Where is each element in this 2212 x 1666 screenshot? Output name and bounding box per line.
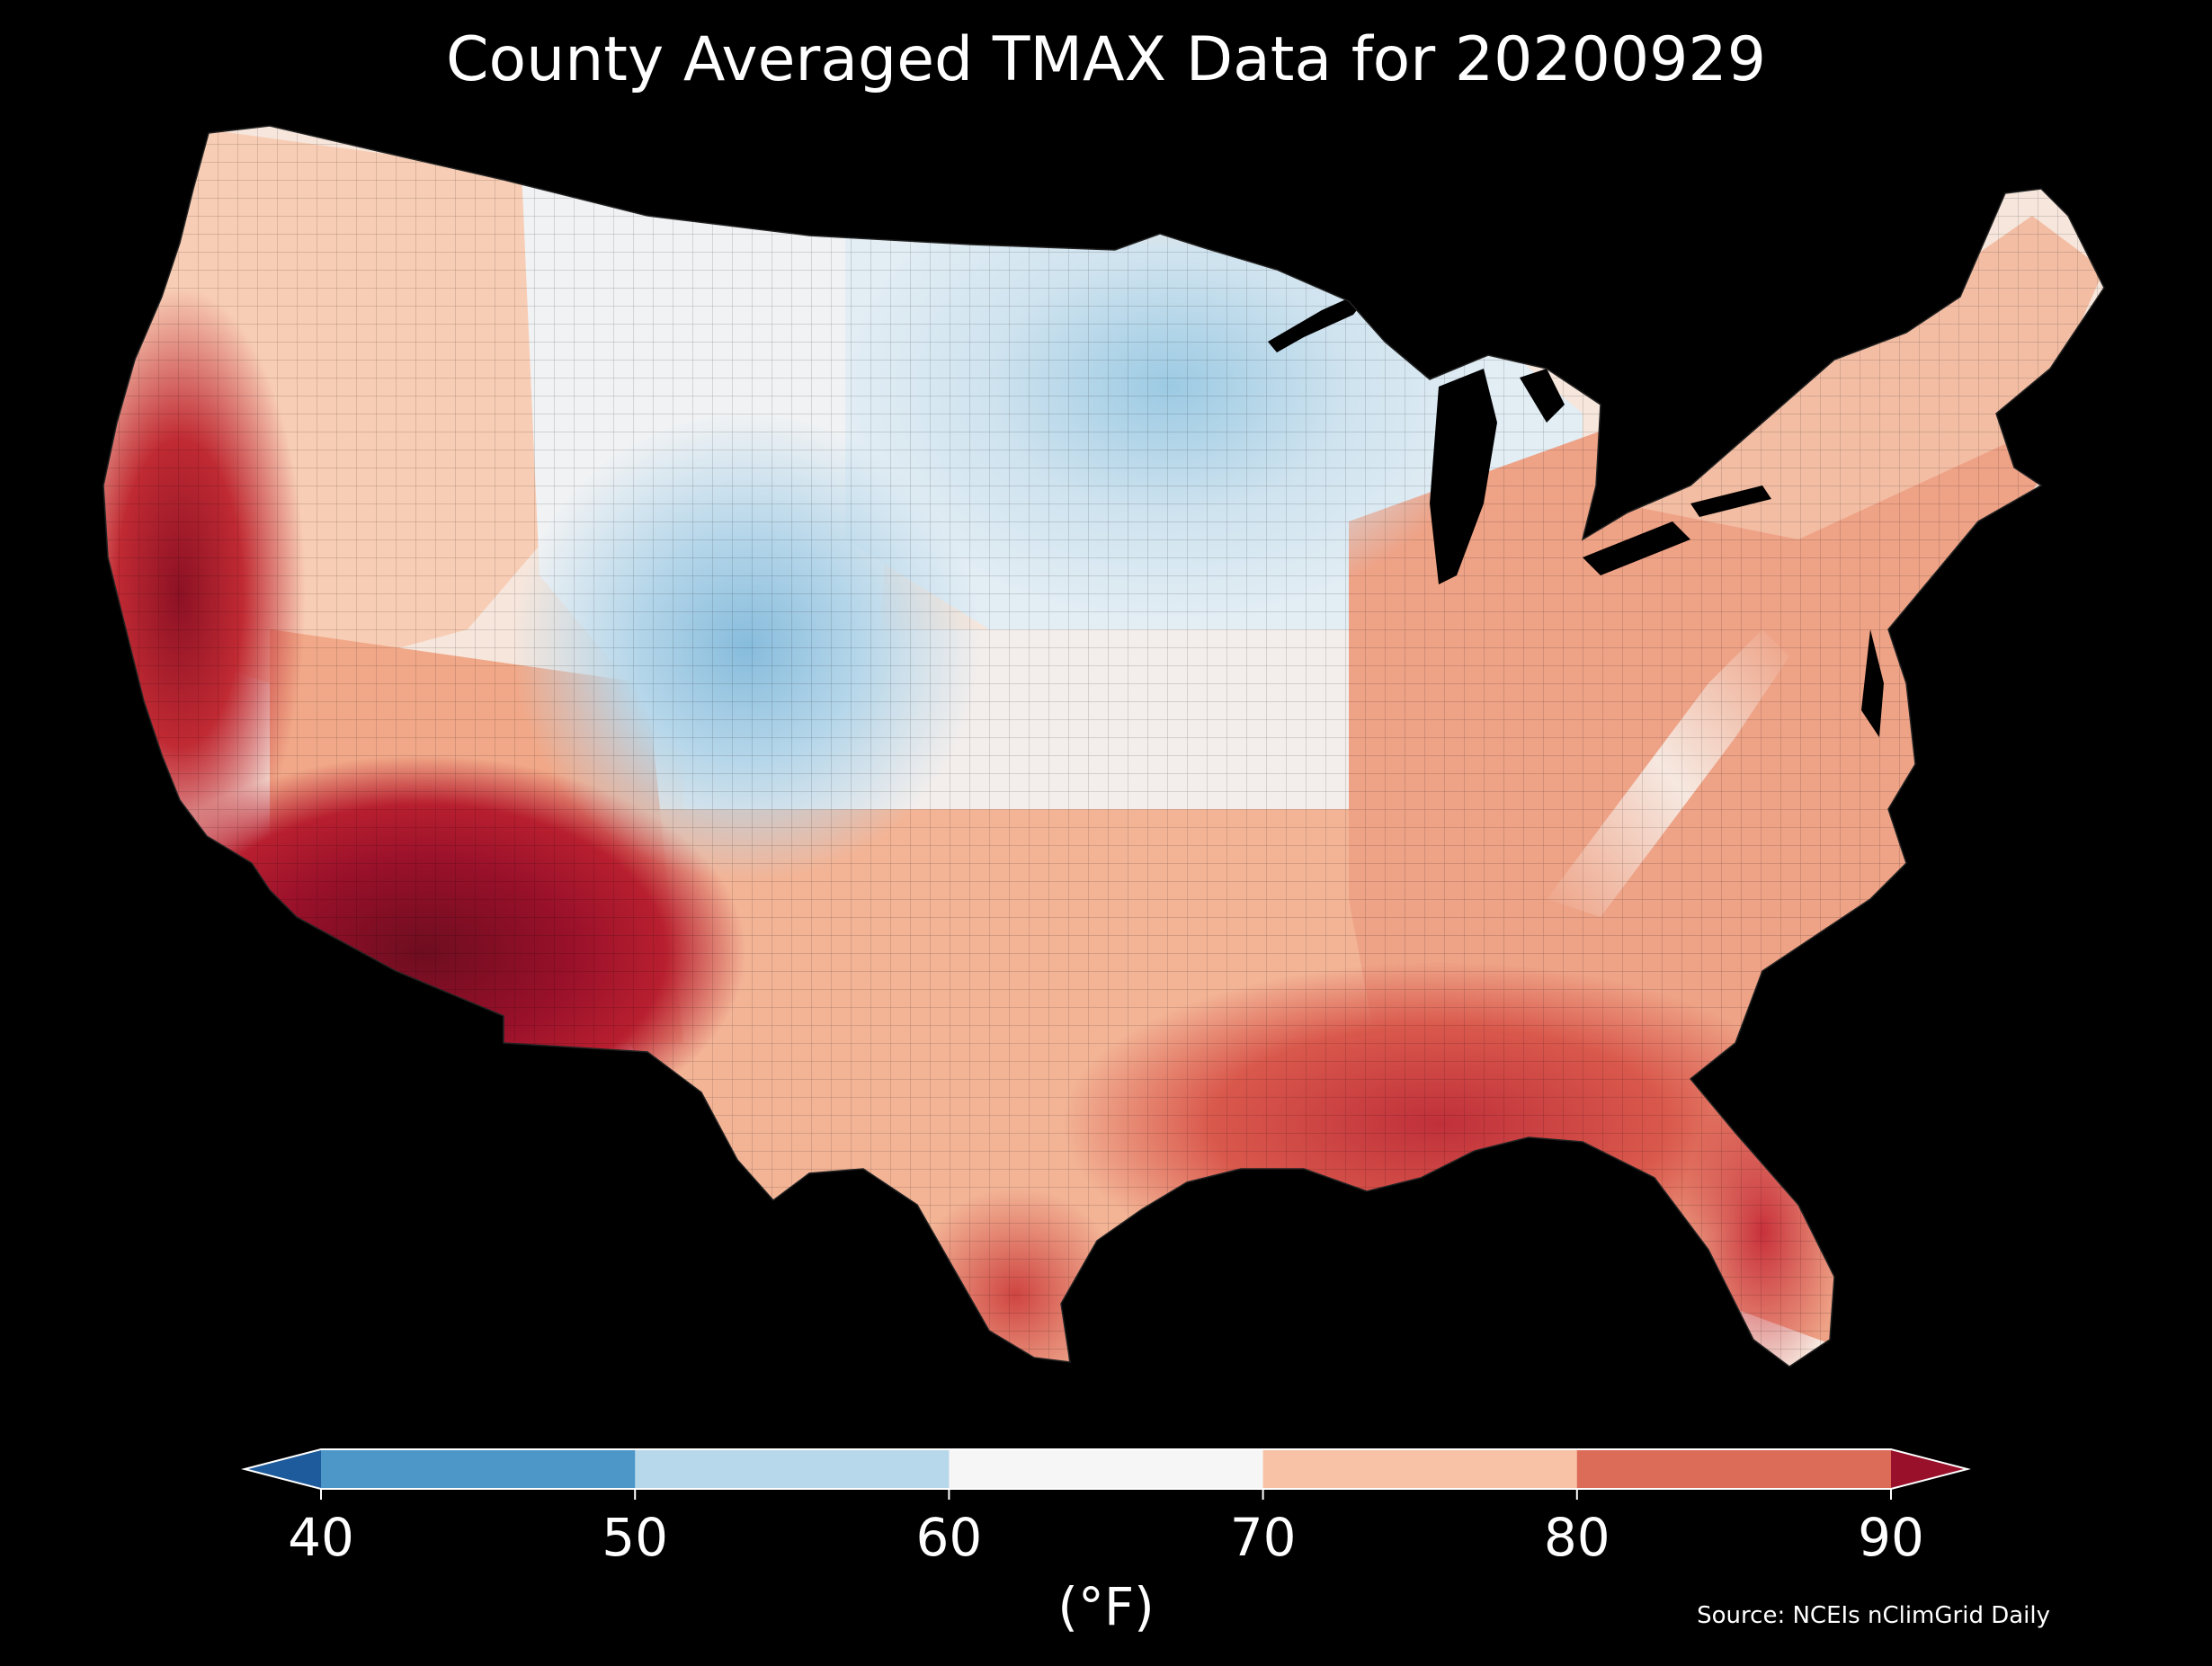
colorbar-bin-50-60 <box>635 1449 950 1489</box>
colorbar-tick-label: 70 <box>1229 1507 1297 1568</box>
colorbar-bin-<40 <box>245 1449 321 1489</box>
colorbar-tick-label: 80 <box>1543 1507 1610 1568</box>
colorbar-unit-label: (°F) <box>1057 1576 1155 1637</box>
colorbar-bin->90 <box>1891 1449 1967 1489</box>
great-lakes <box>1268 286 1884 737</box>
source-note: Source: NCEIs nClimGrid Daily <box>1697 1602 2050 1629</box>
colorbar-tick-label: 50 <box>602 1507 669 1568</box>
colorbar-tick-label: 60 <box>915 1507 983 1568</box>
us-outline <box>103 125 2105 1368</box>
colorbar-tick-label: 90 <box>1858 1507 1924 1568</box>
colorbar-bin-80-90 <box>1576 1449 1892 1489</box>
colorbar-tick-label: 40 <box>288 1507 354 1568</box>
colorbar-bin-40-50 <box>321 1449 636 1489</box>
colorbar-bin-60-70 <box>949 1449 1264 1489</box>
colorbar-bin-70-80 <box>1262 1449 1578 1489</box>
map-title: County Averaged TMAX Data for 20200929 <box>446 24 1766 95</box>
